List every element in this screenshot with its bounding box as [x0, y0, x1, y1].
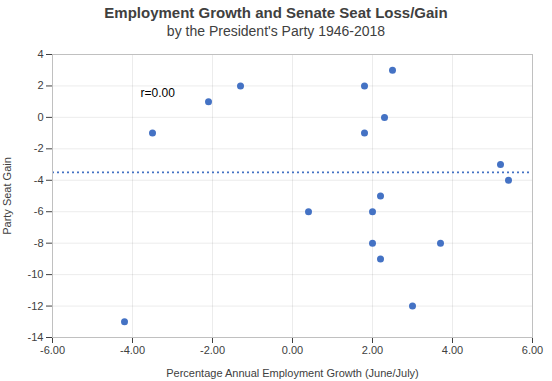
svg-text:-12: -12 — [28, 300, 44, 312]
svg-text:-8: -8 — [34, 237, 44, 249]
svg-text:-6.00: -6.00 — [40, 344, 65, 356]
svg-text:4.00: 4.00 — [442, 344, 463, 356]
svg-text:0.00: 0.00 — [282, 344, 303, 356]
svg-text:-14: -14 — [28, 331, 44, 343]
svg-text:2.00: 2.00 — [362, 344, 383, 356]
svg-text:4: 4 — [37, 48, 43, 60]
svg-text:-4.00: -4.00 — [120, 344, 145, 356]
svg-text:-2: -2 — [34, 142, 44, 154]
svg-text:0: 0 — [37, 111, 43, 123]
svg-text:-10: -10 — [28, 268, 44, 280]
svg-text:-6: -6 — [34, 205, 44, 217]
svg-text:-2.00: -2.00 — [200, 344, 225, 356]
html-text:by the President's Party 1946-: by the President's Party 1946-2018 — [166, 23, 386, 39]
svg-text:-4: -4 — [34, 174, 44, 186]
svg-text:6.00: 6.00 — [522, 344, 543, 356]
svg-text:Party Seat Gain: Party Seat Gain — [1, 157, 13, 235]
svg-text:Percentage Annual Employment G: Percentage Annual Employment Growth (Jun… — [166, 367, 419, 379]
svg-text:r=0.00: r=0.00 — [141, 86, 176, 100]
html-text:Employment Growth and Senate S: Employment Growth and Senate Seat Loss/G… — [104, 4, 448, 21]
svg-text:2: 2 — [37, 79, 43, 91]
